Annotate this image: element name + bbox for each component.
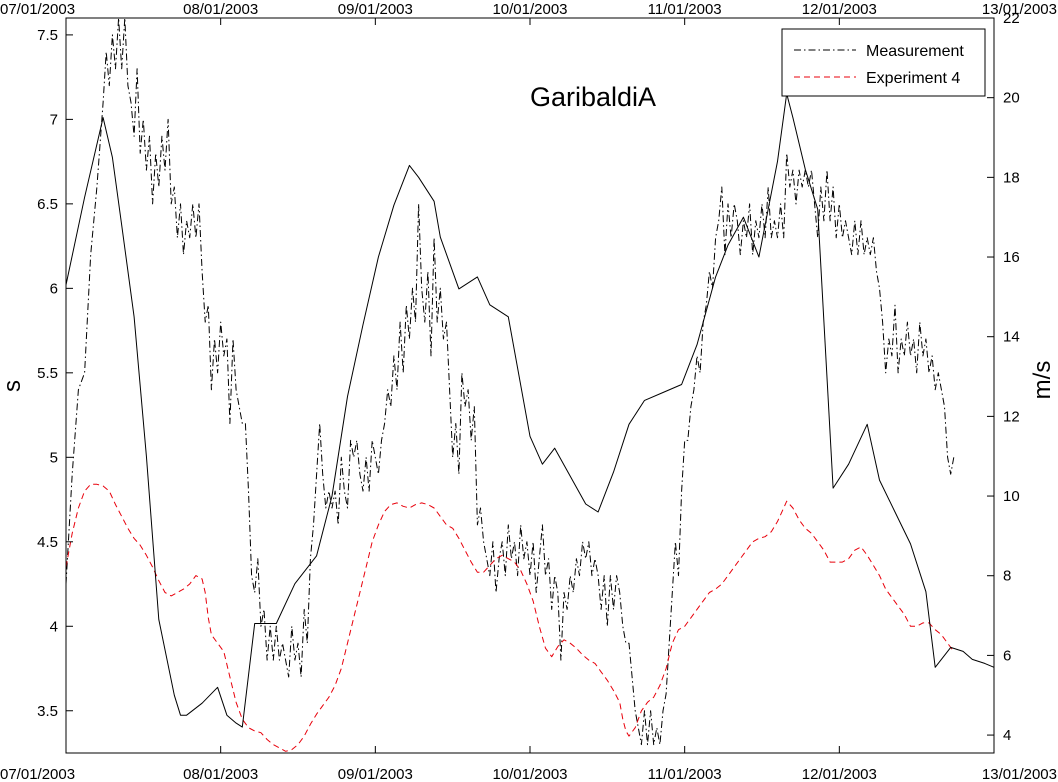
y-tick-label-left: 4 — [50, 618, 58, 635]
x-tick-label-bottom: 10/01/2003 — [492, 766, 567, 782]
legend-box — [781, 28, 986, 97]
x-tick-label-top: 13/01/2003 — [982, 1, 1057, 18]
x-tick-label-top: 09/01/2003 — [338, 1, 413, 18]
y-tick-label-right: 12 — [1003, 408, 1020, 425]
y-tick-label-right: 4 — [1003, 727, 1011, 744]
y-tick-label-left: 7.5 — [37, 27, 58, 44]
y-tick-label-left: 7 — [50, 111, 58, 128]
legend-label-experiment-4: Experiment 4 — [866, 70, 960, 87]
x-tick-label-bottom: 07/01/2003 — [0, 766, 75, 782]
y-axis-left-label: s — [0, 380, 26, 392]
y-axis-right-label: m/s — [1029, 361, 1056, 400]
x-tick-label-top: 10/01/2003 — [492, 1, 567, 18]
x-tick-label-bottom: 11/01/2003 — [648, 766, 722, 782]
y-tick-label-right: 14 — [1003, 329, 1020, 346]
y-tick-label-right: 6 — [1003, 647, 1011, 664]
series-experiment-4-line — [65, 483, 955, 752]
y-tick-label-right: 16 — [1003, 249, 1020, 266]
legend: Measurement Experiment 4 — [781, 28, 986, 97]
x-tick-label-bottom: 08/01/2003 — [183, 766, 258, 782]
series-wind-speed-line — [65, 93, 995, 728]
y-tick-label-right: 22 — [1003, 10, 1020, 27]
y-tick-label-left: 4.5 — [37, 534, 58, 551]
series-measurement-line — [65, 17, 955, 746]
x-tick-label-top: 07/01/2003 — [0, 1, 75, 18]
x-tick-label-bottom: 12/01/2003 — [802, 766, 877, 782]
y-tick-label-left: 6.5 — [37, 196, 58, 213]
y-tick-label-right: 20 — [1003, 90, 1020, 107]
x-tick-label-bottom: 09/01/2003 — [338, 766, 413, 782]
x-tick-label-top: 08/01/2003 — [183, 1, 258, 18]
x-tick-label-top: 11/01/2003 — [648, 1, 722, 18]
y-tick-label-left: 3.5 — [37, 703, 58, 720]
x-tick-label-top: 12/01/2003 — [802, 1, 877, 18]
y-tick-label-right: 8 — [1003, 568, 1011, 585]
chart-title: GaribaldiA — [530, 82, 656, 112]
y-tick-label-left: 5.5 — [37, 365, 58, 382]
x-tick-label-bottom: 13/01/2003 — [982, 766, 1057, 782]
y-tick-label-right: 10 — [1003, 488, 1020, 505]
y-tick-label-left: 6 — [50, 280, 58, 297]
series-layer — [65, 17, 995, 752]
y-tick-label-left: 5 — [50, 449, 58, 466]
legend-label-measurement: Measurement — [866, 43, 964, 60]
y-tick-label-right: 18 — [1003, 169, 1020, 186]
